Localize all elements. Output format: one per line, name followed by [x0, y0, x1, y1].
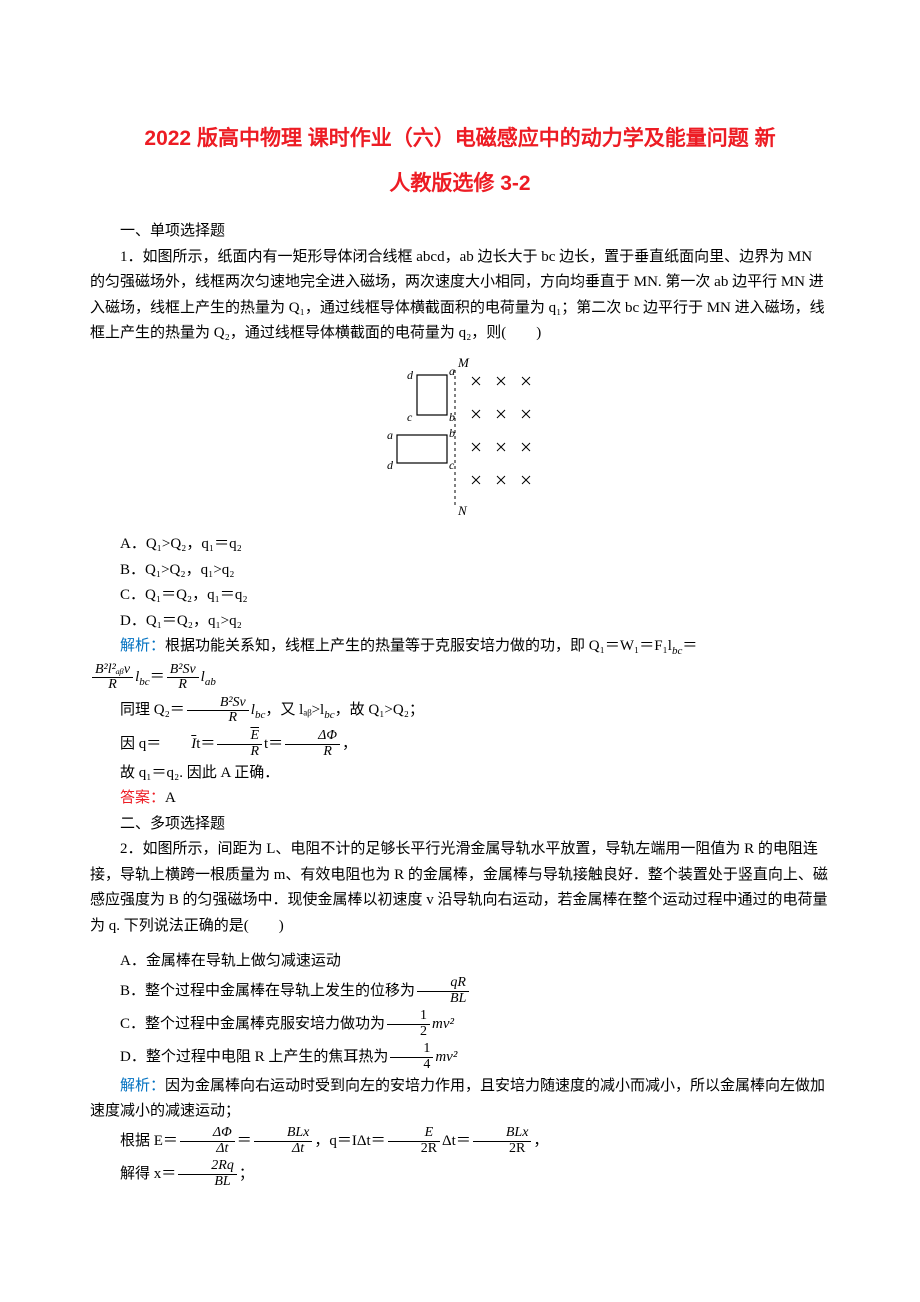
- q2-formula-1: 根据 E＝ΔΦΔt＝BLxΔt，q＝IΔt＝E2RΔt＝BLx2R，: [90, 1125, 830, 1158]
- q2-option-a: A．金属棒在导轨上做匀减速运动: [90, 949, 830, 975]
- analysis-label-2: 解析：: [120, 1078, 165, 1094]
- q2-formula-2: 解得 x＝2RqBL；: [90, 1158, 830, 1191]
- question-1-stem: 1．如图所示，纸面内有一矩形导体闭合线框 abcd，ab 边长大于 bc 边长，…: [90, 245, 830, 347]
- q1-text: 1．如图所示，纸面内有一矩形导体闭合线框 abcd，ab 边长大于 bc 边长，…: [90, 249, 825, 342]
- label-c1: c: [407, 410, 413, 424]
- q1-option-c: C．Q₁＝Q₂，q₁＝q₂: [90, 583, 830, 609]
- q1-conclusion: 故 q₁＝q₂. 因此 A 正确．: [90, 761, 830, 787]
- section-1-heading: 一、单项选择题: [90, 219, 830, 245]
- q2-analysis: 解析：因为金属棒向右运动时受到向左的安培力作用，且安培力随速度的减小而减小，所以…: [90, 1074, 830, 1125]
- answer-label: 答案：: [120, 790, 165, 806]
- label-a1: a: [449, 364, 455, 378]
- q2-option-b: B．整个过程中金属棒在导轨上发生的位移为qRBL: [90, 975, 830, 1008]
- label-N: N: [457, 503, 468, 515]
- label-b2: b: [449, 426, 455, 440]
- doc-title-line1: 2022 版高中物理 课时作业（六）电磁感应中的动力学及能量问题 新: [90, 120, 830, 158]
- label-a2: a: [387, 428, 393, 442]
- q1-analysis-text: 根据功能关系知，线框上产生的热量等于克服安培力做的功，即 Q₁＝W₁＝F₁l: [165, 638, 672, 654]
- label-b1: b: [449, 410, 455, 424]
- q1-formula-3: 因 q＝It＝ERt＝ΔΦR，: [90, 728, 830, 761]
- q1-option-a: A．Q₁>Q₂，q₁＝q₂: [90, 532, 830, 558]
- q1-answer-value: A: [165, 790, 176, 806]
- label-c2: c: [449, 458, 455, 472]
- section-2-heading: 二、多项选择题: [90, 812, 830, 838]
- q1-option-b: B．Q₁>Q₂，q₁>q₂: [90, 558, 830, 584]
- question-2-stem: 2．如图所示，间距为 L、电阻不计的足够长平行光滑金属导轨水平放置，导轨左端用一…: [90, 837, 830, 939]
- q1-analysis: 解析：根据功能关系知，线框上产生的热量等于克服安培力做的功，即 Q₁＝W₁＝F₁…: [90, 634, 830, 661]
- doc-title-line2: 人教版选修 3-2: [90, 166, 830, 202]
- figure-svg: M N d a c b a b d c: [355, 355, 565, 515]
- q1-formula-1: B²l²ₐᵦvRlbc＝B²SvRlab: [90, 661, 830, 694]
- label-d2: d: [387, 458, 394, 472]
- q1-formula-2: 同理 Q₂＝B²SvRlbc，又 lₐᵦ>lbc，故 Q₁>Q₂；: [90, 694, 830, 727]
- field-cross: [472, 377, 480, 385]
- q2-option-c: C．整个过程中金属棒克服安培力做功为12mv²: [90, 1008, 830, 1041]
- label-d1: d: [407, 368, 414, 382]
- question-1-figure: M N d a c b a b d c: [90, 355, 830, 525]
- q1-option-d: D．Q₁＝Q₂，q₁>q₂: [90, 609, 830, 635]
- q2-analysis-text: 因为金属棒向右运动时受到向左的安培力作用，且安培力随速度的减小而减小，所以金属棒…: [90, 1078, 825, 1120]
- q1-answer: 答案：A: [90, 786, 830, 812]
- analysis-label: 解析：: [120, 638, 165, 654]
- q2-option-d: D．整个过程中电阻 R 上产生的焦耳热为14mv²: [90, 1041, 830, 1074]
- label-M: M: [457, 355, 470, 370]
